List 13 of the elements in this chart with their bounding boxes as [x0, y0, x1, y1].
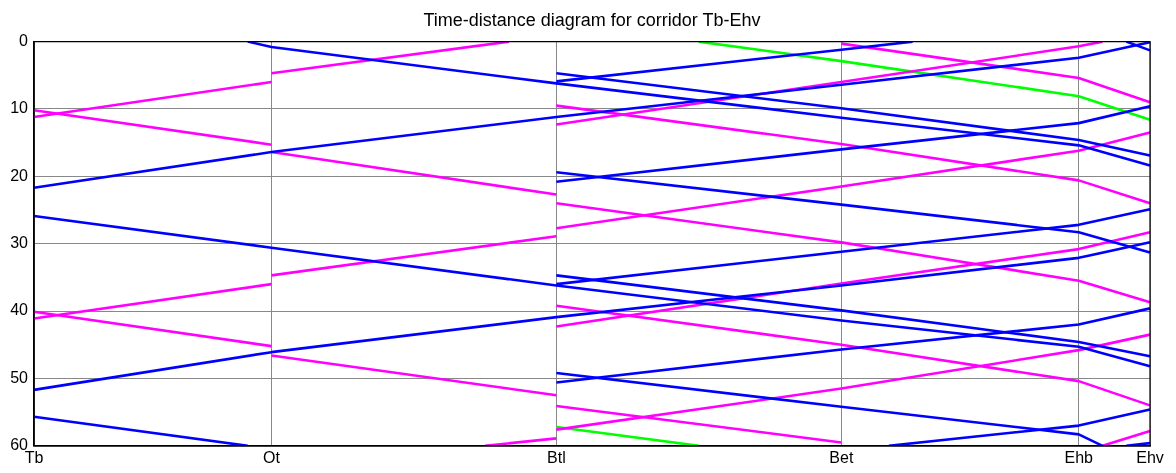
- y-tick-label: 0: [19, 32, 29, 50]
- x-tick-label: Bet: [829, 448, 854, 466]
- x-tick-label: Ot: [263, 448, 281, 466]
- y-tick-label: 60: [10, 436, 29, 454]
- y-tick-label: 10: [10, 99, 29, 117]
- x-tick-label: Ehb: [1064, 448, 1094, 466]
- y-tick-label: 50: [10, 368, 29, 386]
- y-tick-label: 20: [10, 166, 29, 184]
- y-tick-label: 40: [10, 301, 29, 319]
- x-tick-label: Btl: [547, 448, 566, 466]
- y-tick-label: 30: [10, 234, 29, 252]
- x-tick-label: Ehv: [1136, 448, 1164, 466]
- chart-title: Time-distance diagram for corridor Tb-Ehv: [423, 9, 761, 30]
